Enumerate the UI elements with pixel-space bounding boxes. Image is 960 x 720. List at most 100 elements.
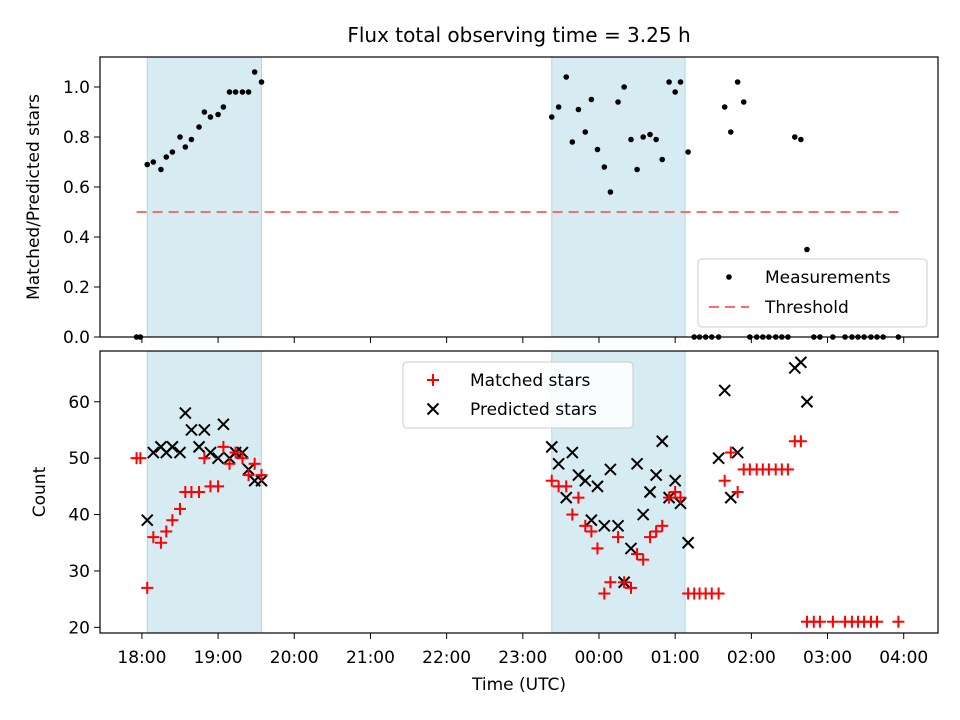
predicted-star-point [147,446,160,459]
matched-star-point [631,548,644,561]
top-panel: 0.0 0.2 0.4 0.6 0.8 1.0 Matched/Predicted sta… [24,56,939,348]
matched-star-point [147,531,160,544]
matched-star-point [669,486,682,498]
measurement-point [727,129,734,135]
matched-star-point [674,491,687,504]
predicted-star-point [552,457,565,471]
matched-star-point [604,576,617,589]
predicted-star-point [712,451,725,465]
predicted-star-point [604,463,617,476]
chart-title: Flux total observing time = 3.25 h [347,23,690,47]
measurement-point [158,166,164,173]
measurement-point [607,189,614,195]
bottom-y-tick-label: 30 [68,562,90,582]
measurement-point [177,134,183,140]
top-axes-frame [99,56,939,338]
measurement-point [666,79,672,85]
measurement-point [258,79,265,85]
bottom-x-ticks: 18:00 19:00 20:00 21:00 22:00 23:00 00:00 01:00… [117,633,928,668]
measurement-point [548,114,555,120]
bottom-y-tick-label: 50 [68,449,90,469]
top-y-ticks: 0.0 0.2 0.4 0.6 0.8 1.0 [63,78,100,348]
measurement-point [740,99,747,105]
matched-star-point [198,452,211,465]
predicted-star-point [204,446,217,459]
measurement-point [150,159,157,165]
matched-star-point [248,457,261,470]
x-tick-label: 22:00 [422,648,471,668]
matched-star-point [656,519,669,532]
matched-star-point [166,514,179,527]
measurement-point [207,114,214,120]
measurement-point [575,106,582,113]
bottom-y-ticks: 20 30 40 50 60 [68,393,100,638]
top-shaded-intervals [146,56,686,338]
predicted-star-point [185,423,198,437]
measurement-point [601,164,608,170]
matched-star-point [612,531,625,544]
measurement-point [582,129,589,135]
predicted-star-point [141,513,154,527]
measurement-point [144,161,151,168]
matched-star-point [217,440,230,453]
x-tick-label: 03:00 [803,648,852,668]
matched-star-point [572,491,585,504]
bottom-y-axis-label: Count [30,466,50,517]
predicted-star-point [166,440,179,454]
matched-star-point [585,525,598,538]
matched-star-point [242,469,255,482]
measurement-point [734,79,741,85]
top-y-tick-label: 0.8 [63,128,90,148]
top-legend-box [697,258,928,328]
top-y-tick-label: 0.0 [63,328,90,348]
measurement-point [239,89,246,95]
x-tick-label: 02:00 [727,648,776,668]
predicted-star-point [217,418,230,431]
matched-star-point [579,519,592,532]
measurement-point [245,89,252,95]
predicted-star-point [800,395,814,408]
measurement-point [677,79,684,85]
measurement-point [653,136,659,143]
predicted-star-point [668,474,682,487]
predicted-star-point [649,468,663,482]
matched-star-point [781,463,794,476]
matched-star-point [223,457,236,470]
predicted-star-point [718,384,731,397]
measurement-point [251,69,258,75]
x-tick-label: 01:00 [651,648,700,668]
legend-plus-glyph [427,374,439,386]
bottom-y-tick-label: 60 [68,393,90,413]
matched-star-point [618,576,631,589]
top-legend: Measurements Threshold [697,258,928,328]
predicted-stars-points [141,356,814,589]
measurement-point [182,144,189,150]
bottom-legend-box [402,361,634,429]
measurement-point [201,109,208,115]
matched-star-point [644,531,657,544]
measurement-point [804,246,810,253]
top-x-ticks [141,337,905,343]
x-tick-label: 19:00 [194,648,243,668]
measurement-point [196,124,202,130]
matched-star-point [794,435,807,448]
matched-star-point [871,615,884,628]
predicted-star-point [624,542,638,555]
x-axis-label: Time (UTC) [471,675,566,695]
bottom-legend: Matched stars Predicted stars [402,361,634,429]
measurement-point [594,146,601,153]
x-tick-label: 04:00 [879,648,928,668]
predicted-star-point [643,485,657,499]
predicted-star-point [198,423,211,437]
predicted-star-point [591,480,604,493]
predicted-star-point [681,536,695,549]
top-shaded-interval [551,56,686,338]
measurement-point [588,96,595,103]
measurement-point [659,156,666,163]
matched-star-point [212,480,225,493]
legend-matched-marker [427,374,439,386]
predicted-star-point [173,446,187,459]
legend-measurements-label: Measurements [765,268,891,288]
matched-star-point [236,452,249,465]
matched-star-point [731,486,744,498]
